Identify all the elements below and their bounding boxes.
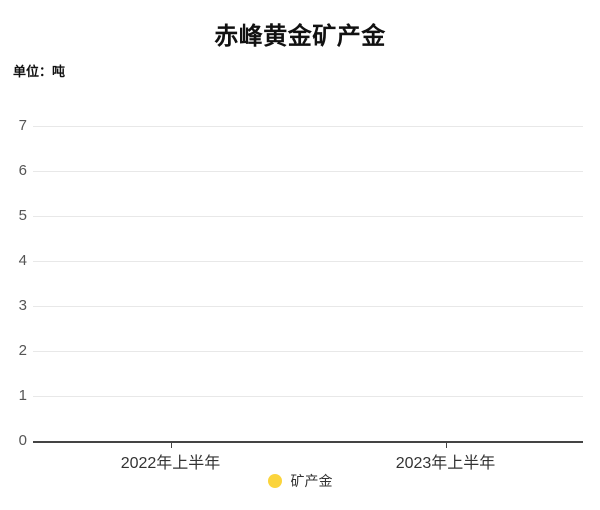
x-category-label-0: 2022年上半年 (120, 455, 221, 472)
x-axis-baseline (33, 441, 583, 443)
y-tick-label-4: 4 (18, 252, 27, 269)
y-gridline-1 (33, 396, 583, 397)
x-tick-1 (445, 443, 447, 448)
y-tick-label-3: 3 (18, 297, 27, 314)
legend-item-label: 矿产金 (290, 473, 333, 489)
x-tick-0 (170, 443, 172, 448)
y-tick-label-0: 0 (18, 432, 27, 449)
unit-label: 单位：吨 (13, 64, 66, 79)
y-tick-label-5: 5 (18, 207, 27, 224)
y-gridline-7 (33, 126, 583, 127)
y-tick-label-6: 6 (18, 162, 27, 179)
y-tick-label-1: 1 (18, 387, 27, 404)
y-gridline-6 (33, 171, 583, 172)
legend-item-mine-gold[interactable]: 矿产金 (267, 471, 333, 491)
y-gridline-4 (33, 261, 583, 262)
y-gridline-3 (33, 306, 583, 307)
chart-title: 赤峰黄金矿产金 (214, 23, 386, 50)
y-gridline-2 (33, 351, 583, 352)
y-tick-label-2: 2 (18, 342, 27, 359)
y-tick-label-7: 7 (18, 117, 27, 134)
legend-marker-circle-icon (267, 474, 282, 488)
x-category-label-1: 2023年上半年 (395, 455, 496, 472)
y-gridline-5 (33, 216, 583, 217)
legend: 矿产金 (0, 471, 600, 491)
